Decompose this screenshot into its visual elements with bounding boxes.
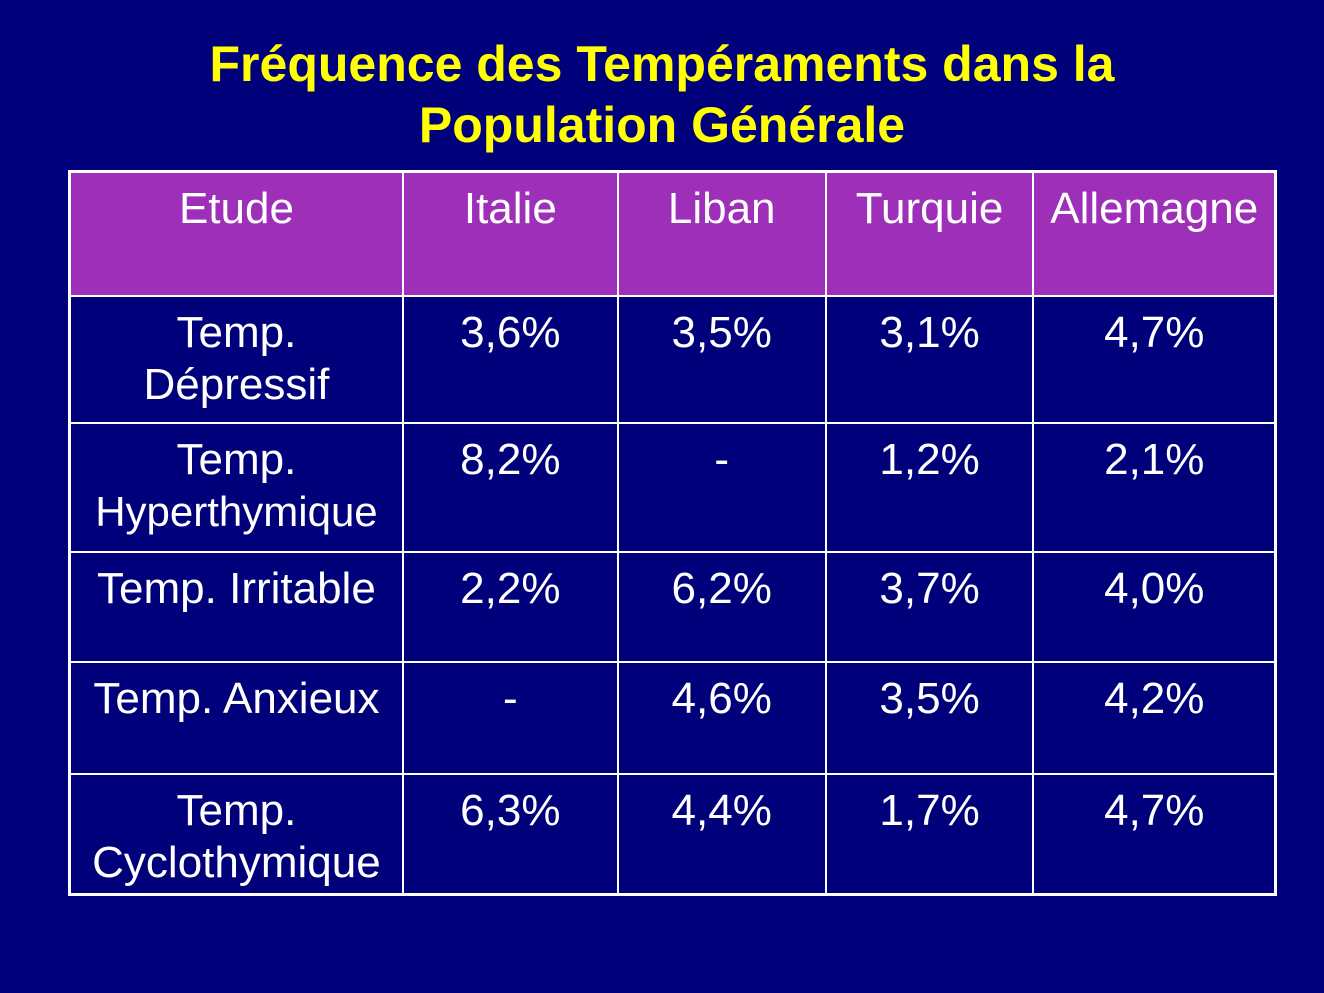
value-cell-italie: 3,6%: [401, 295, 619, 424]
value-cell-turquie: 3,5%: [824, 661, 1035, 775]
value-cell-italie: 2,2%: [401, 551, 619, 663]
row-label-line-1: Temp.: [176, 435, 297, 484]
value-cell-liban: 3,5%: [616, 295, 827, 424]
value-cell-allemagne: 4,7%: [1032, 773, 1277, 896]
row-label-line-1: Temp. Anxieux: [93, 674, 380, 723]
header-cell-etude: Etude: [68, 170, 404, 297]
value-cell-italie: -: [401, 661, 619, 775]
value-cell-italie: 8,2%: [401, 422, 619, 553]
row-label-line-1: Temp. Irritable: [97, 564, 376, 613]
row-label-line-1: Temp.: [176, 786, 297, 835]
value-cell-allemagne: 4,7%: [1032, 295, 1277, 424]
value-cell-liban: 4,6%: [616, 661, 827, 775]
row-label-cell: Temp. Dépressif: [68, 295, 404, 424]
value-cell-turquie: 3,1%: [824, 295, 1035, 424]
table-row: Temp. Irritable 2,2% 6,2% 3,7% 4,0%: [68, 551, 1277, 663]
table-row: Temp. Cyclothymique 6,3% 4,4% 1,7% 4,7%: [68, 773, 1277, 896]
row-label-line-1: Temp.: [176, 308, 297, 357]
slide-title: Fréquence des Tempéraments dans la Popul…: [0, 34, 1324, 156]
table-row: Temp. Dépressif 3,6% 3,5% 3,1% 4,7%: [68, 295, 1277, 424]
row-label-line-2: Dépressif: [143, 360, 330, 409]
value-cell-allemagne: 4,0%: [1032, 551, 1277, 663]
title-line-1: Fréquence des Tempéraments dans la: [209, 36, 1115, 92]
value-cell-liban: 4,4%: [616, 773, 827, 896]
row-label-cell: Temp. Anxieux: [68, 661, 404, 775]
table-row: Temp. Anxieux - 4,6% 3,5% 4,2%: [68, 661, 1277, 775]
value-cell-turquie: 1,2%: [824, 422, 1035, 553]
header-cell-turquie: Turquie: [824, 170, 1035, 297]
value-cell-turquie: 1,7%: [824, 773, 1035, 896]
value-cell-allemagne: 2,1%: [1032, 422, 1277, 553]
value-cell-italie: 6,3%: [401, 773, 619, 896]
header-cell-allemagne: Allemagne: [1032, 170, 1277, 297]
row-label-line-2: Cyclothymique: [92, 838, 381, 887]
temperament-frequency-table: Etude Italie Liban Turquie Allemagne Tem…: [68, 170, 1277, 896]
header-cell-liban: Liban: [616, 170, 827, 297]
value-cell-allemagne: 4,2%: [1032, 661, 1277, 775]
row-label-line-2: Hyperthymique: [95, 488, 378, 535]
row-label-cell: Temp. Cyclothymique: [68, 773, 404, 896]
row-label-cell: Temp. Irritable: [68, 551, 404, 663]
table-row: Temp. Hyperthymique 8,2% - 1,2% 2,1%: [68, 422, 1277, 553]
value-cell-liban: 6,2%: [616, 551, 827, 663]
value-cell-liban: -: [616, 422, 827, 553]
header-row: Etude Italie Liban Turquie Allemagne: [68, 170, 1277, 297]
row-label-cell: Temp. Hyperthymique: [68, 422, 404, 553]
title-line-2: Population Générale: [418, 97, 906, 153]
value-cell-turquie: 3,7%: [824, 551, 1035, 663]
header-cell-italie: Italie: [401, 170, 619, 297]
